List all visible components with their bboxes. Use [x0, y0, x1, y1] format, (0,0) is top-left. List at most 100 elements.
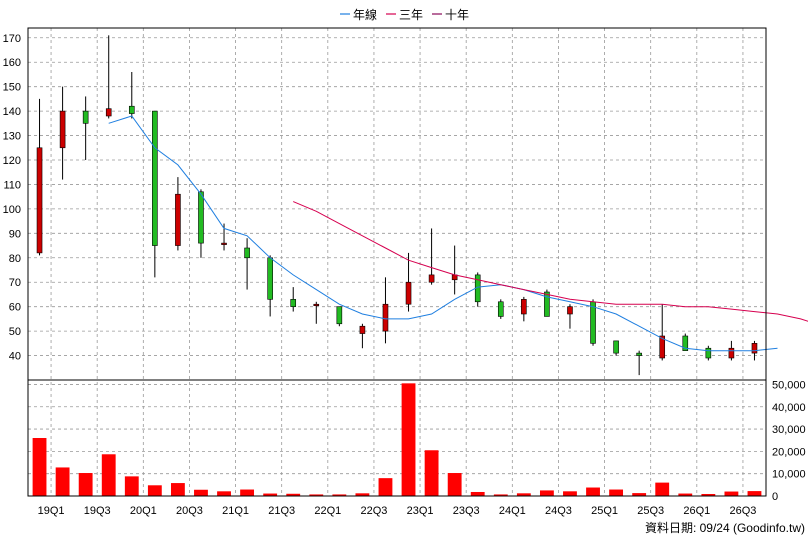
volume-bar [470, 491, 485, 496]
volume-grid [28, 384, 766, 475]
volume-bar [217, 491, 231, 496]
volume-bar [563, 491, 577, 496]
candlestick [474, 272, 481, 307]
candle-body [152, 110, 158, 246]
candle-body [567, 306, 573, 315]
volume-tick-label: 20,000 [772, 446, 806, 458]
candle-body [636, 352, 642, 356]
volume-bar [170, 483, 185, 496]
x-tick-label: 20Q1 [130, 505, 157, 517]
legend-label-three-year: 三年 [399, 8, 423, 22]
volume-bar [724, 491, 739, 496]
price-tick-label: 110 [3, 179, 21, 191]
volume-bar [32, 438, 47, 496]
moving-average-line [108, 115, 778, 352]
x-tick-label: 21Q1 [222, 505, 249, 517]
price-tick-label: 140 [3, 106, 21, 118]
volume-bar [493, 494, 508, 496]
volume-tick-label: 40,000 [772, 402, 806, 414]
x-tick-label: 22Q3 [360, 505, 387, 517]
price-tick-label: 120 [3, 155, 21, 167]
volume-bar [355, 493, 370, 496]
candlestick [521, 296, 527, 322]
candlestick [567, 304, 573, 329]
candle-body [428, 274, 435, 283]
volume-bar [678, 493, 693, 496]
candle-body [244, 247, 250, 259]
candlestick [313, 301, 320, 324]
candlestick [59, 86, 66, 180]
volume-bar [701, 493, 716, 496]
candlestick [405, 252, 412, 312]
x-tick-label: 19Q1 [38, 505, 65, 517]
volume-bar [586, 487, 600, 496]
volume-bar [747, 491, 762, 496]
candlestick [244, 238, 250, 290]
candlestick [290, 287, 297, 312]
candle-body [105, 108, 112, 117]
candlestick [636, 350, 642, 376]
candlestick [705, 345, 712, 361]
price-grid [28, 28, 766, 496]
candlestick [613, 340, 619, 356]
candle-body [659, 335, 666, 359]
price-tick-label: 80 [9, 253, 21, 265]
volume-tick-label: 0 [772, 491, 778, 503]
candlesticks [36, 35, 758, 376]
volume-bar [147, 485, 162, 496]
legend-label-ten-year: 十年 [445, 8, 469, 22]
volume-bar [332, 494, 347, 496]
candle-body [82, 110, 89, 124]
candle-body [59, 110, 66, 149]
legend-label-annual: 年線 [353, 7, 377, 22]
candlestick [659, 304, 666, 361]
moving-average-line [293, 201, 808, 322]
x-tick-label: 23Q1 [407, 505, 434, 517]
x-tick-label: 25Q1 [591, 505, 618, 517]
x-tick-label: 20Q3 [176, 505, 203, 517]
candle-body [313, 303, 320, 307]
x-tick-label: 26Q3 [729, 505, 756, 517]
candle-body [497, 301, 504, 317]
candle-body [705, 347, 712, 359]
price-tick-label: 150 [3, 82, 21, 94]
candle-body [267, 257, 273, 300]
x-tick-label: 25Q3 [637, 505, 664, 517]
candlestick [175, 177, 181, 251]
candle-body [682, 335, 689, 351]
footer-date-source: 資料日期: 09/24 (Goodinfo.tw) [645, 521, 805, 535]
candlestick [382, 277, 389, 344]
candle-body [128, 105, 135, 114]
volume-tick-label: 30,000 [772, 424, 806, 436]
price-tick-label: 70 [9, 277, 21, 289]
volume-bar [124, 476, 139, 496]
candlestick [152, 110, 158, 278]
candle-body [405, 281, 412, 305]
x-tick-label: 21Q3 [268, 505, 295, 517]
candle-body [613, 340, 619, 354]
volume-bar [609, 489, 624, 496]
volume-bar [632, 493, 647, 496]
volume-bars [32, 383, 762, 496]
x-axis: 19Q1 19Q3 20Q1 20Q3 21Q1 21Q3 22Q1 22Q3 23Q1 23Q3… [38, 505, 757, 517]
candle-body [221, 242, 227, 245]
volume-bar [263, 493, 278, 496]
candle-body [590, 301, 596, 344]
price-tick-label: 130 [3, 131, 21, 143]
candlestick [497, 299, 504, 319]
volume-bar [378, 478, 393, 496]
candle-body [751, 343, 758, 354]
candlestick [336, 306, 343, 327]
moving-average-lines [108, 115, 808, 352]
price-tick-label: 90 [9, 228, 21, 240]
candlestick [105, 35, 112, 119]
volume-bar [194, 489, 208, 496]
volume-bar [309, 494, 324, 496]
volume-bar [401, 383, 416, 496]
x-tick-label: 23Q3 [453, 505, 480, 517]
volume-bar [101, 454, 116, 496]
candle-body [36, 147, 43, 254]
legend: 年線 三年 十年 [340, 7, 469, 22]
candlestick [198, 189, 204, 258]
candlestick [82, 96, 89, 160]
